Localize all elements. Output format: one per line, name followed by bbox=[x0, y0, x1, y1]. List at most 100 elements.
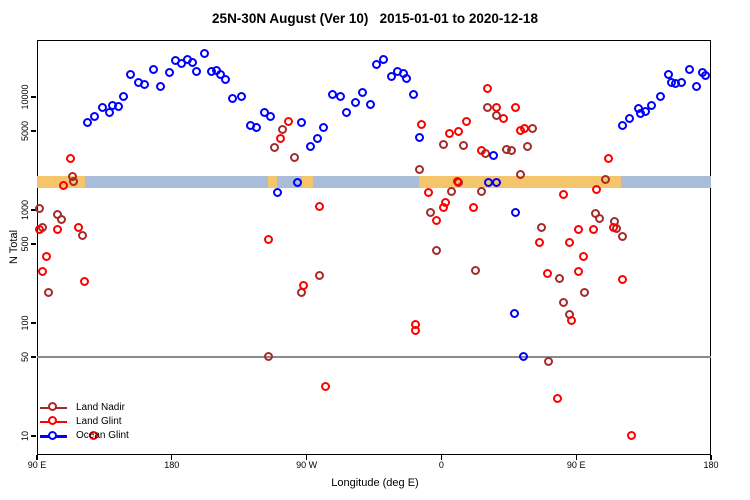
point-land-glint bbox=[559, 190, 569, 200]
legend-item-land-glint: Land Glint bbox=[40, 415, 190, 429]
x-tick-label: 90 E bbox=[566, 460, 586, 470]
point-land-glint bbox=[445, 128, 455, 138]
surface-band-segment-land bbox=[267, 175, 277, 189]
point-land-nadir bbox=[431, 245, 441, 255]
point-land-nadir bbox=[482, 102, 492, 112]
point-land-glint bbox=[535, 237, 545, 247]
point-ocean-glint bbox=[641, 106, 651, 116]
point-land-glint bbox=[452, 176, 462, 186]
point-ocean-glint bbox=[305, 142, 315, 152]
point-ocean-glint bbox=[297, 117, 306, 127]
point-ocean-glint bbox=[313, 134, 323, 144]
point-land-glint bbox=[276, 134, 286, 144]
point-ocean-glint bbox=[192, 67, 202, 77]
point-land-glint bbox=[42, 252, 52, 262]
point-land-glint bbox=[73, 223, 83, 233]
point-ocean-glint bbox=[647, 101, 657, 111]
point-ocean-glint bbox=[237, 91, 247, 101]
point-ocean-glint bbox=[511, 208, 521, 218]
point-land-glint bbox=[424, 188, 434, 198]
point-ocean-glint bbox=[148, 64, 158, 74]
point-land-glint bbox=[298, 281, 308, 291]
legend-label: Land Glint bbox=[76, 415, 122, 427]
point-land-glint bbox=[578, 252, 588, 262]
point-land-glint bbox=[592, 185, 602, 194]
point-land-glint bbox=[520, 123, 530, 133]
point-land-nadir bbox=[415, 164, 425, 174]
point-land-nadir bbox=[544, 357, 554, 367]
point-land-glint bbox=[314, 201, 324, 211]
point-land-glint bbox=[476, 146, 486, 156]
point-ocean-glint bbox=[199, 48, 209, 58]
point-land-glint bbox=[608, 223, 618, 233]
point-ocean-glint bbox=[319, 123, 329, 133]
point-ocean-glint bbox=[488, 150, 498, 160]
point-land-glint bbox=[431, 215, 441, 225]
legend-item-land-nadir: Land Nadir bbox=[40, 401, 190, 415]
point-ocean-glint bbox=[663, 69, 673, 79]
point-land-nadir bbox=[554, 273, 564, 283]
point-land-nadir bbox=[470, 265, 480, 275]
x-tick-label: 90 W bbox=[296, 460, 318, 470]
point-land-glint bbox=[88, 430, 98, 440]
x-tick bbox=[710, 455, 712, 460]
point-land-glint bbox=[34, 225, 44, 235]
point-land-nadir bbox=[425, 208, 435, 218]
point-land-nadir bbox=[78, 230, 88, 240]
point-land-glint bbox=[574, 267, 584, 277]
point-ocean-glint bbox=[509, 308, 519, 318]
point-ocean-glint bbox=[415, 132, 425, 142]
point-ocean-glint bbox=[126, 69, 136, 79]
point-ocean-glint bbox=[684, 64, 694, 74]
point-ocean-glint bbox=[371, 59, 381, 69]
point-land-glint bbox=[574, 225, 584, 235]
point-land-glint bbox=[566, 315, 576, 325]
legend-circle-marker bbox=[48, 430, 57, 440]
point-land-nadir bbox=[476, 187, 486, 197]
point-ocean-glint bbox=[350, 98, 360, 108]
point-ocean-glint bbox=[518, 351, 528, 361]
point-land-nadir bbox=[34, 203, 44, 213]
point-ocean-glint bbox=[252, 123, 262, 133]
point-land-glint bbox=[565, 237, 575, 247]
x-tick-label: 90 E bbox=[27, 460, 47, 470]
point-land-nadir bbox=[595, 214, 605, 224]
point-land-nadir bbox=[536, 223, 546, 233]
point-land-nadir bbox=[515, 169, 525, 179]
point-land-nadir bbox=[446, 187, 456, 197]
point-ocean-glint bbox=[265, 112, 275, 122]
point-ocean-glint bbox=[358, 87, 368, 97]
point-land-nadir bbox=[289, 152, 299, 162]
x-tick bbox=[306, 455, 308, 460]
point-ocean-glint bbox=[335, 92, 345, 102]
point-land-glint bbox=[37, 267, 47, 277]
surface-band-segment-ocean bbox=[312, 175, 419, 189]
legend-item-ocean-glint: Ocean Glint bbox=[40, 430, 190, 444]
y-tick bbox=[31, 243, 36, 245]
point-land-glint bbox=[617, 274, 627, 284]
y-tick-label: 50 bbox=[20, 352, 30, 363]
point-land-glint bbox=[58, 181, 68, 191]
point-land-nadir bbox=[439, 139, 449, 149]
point-ocean-glint bbox=[228, 94, 238, 104]
surface-band-segment-land bbox=[418, 175, 622, 189]
y-tick bbox=[31, 96, 36, 98]
point-ocean-glint bbox=[365, 99, 375, 109]
point-land-glint bbox=[626, 430, 636, 440]
y-tick-label: 500 bbox=[20, 236, 30, 252]
y-tick bbox=[31, 209, 36, 211]
x-tick bbox=[36, 455, 38, 460]
point-land-glint bbox=[440, 198, 450, 208]
x-tick-label: 180 bbox=[703, 460, 719, 470]
point-ocean-glint bbox=[617, 121, 627, 131]
y-tick bbox=[31, 322, 36, 324]
point-land-nadir bbox=[277, 124, 287, 134]
point-ocean-glint bbox=[386, 72, 396, 81]
point-ocean-glint bbox=[625, 113, 635, 123]
point-land-nadir bbox=[57, 215, 67, 225]
point-land-nadir bbox=[601, 174, 611, 184]
point-land-glint bbox=[410, 325, 420, 335]
y-tick bbox=[31, 130, 36, 132]
y-tick bbox=[31, 356, 36, 358]
y-tick-label: 10 bbox=[20, 430, 30, 442]
